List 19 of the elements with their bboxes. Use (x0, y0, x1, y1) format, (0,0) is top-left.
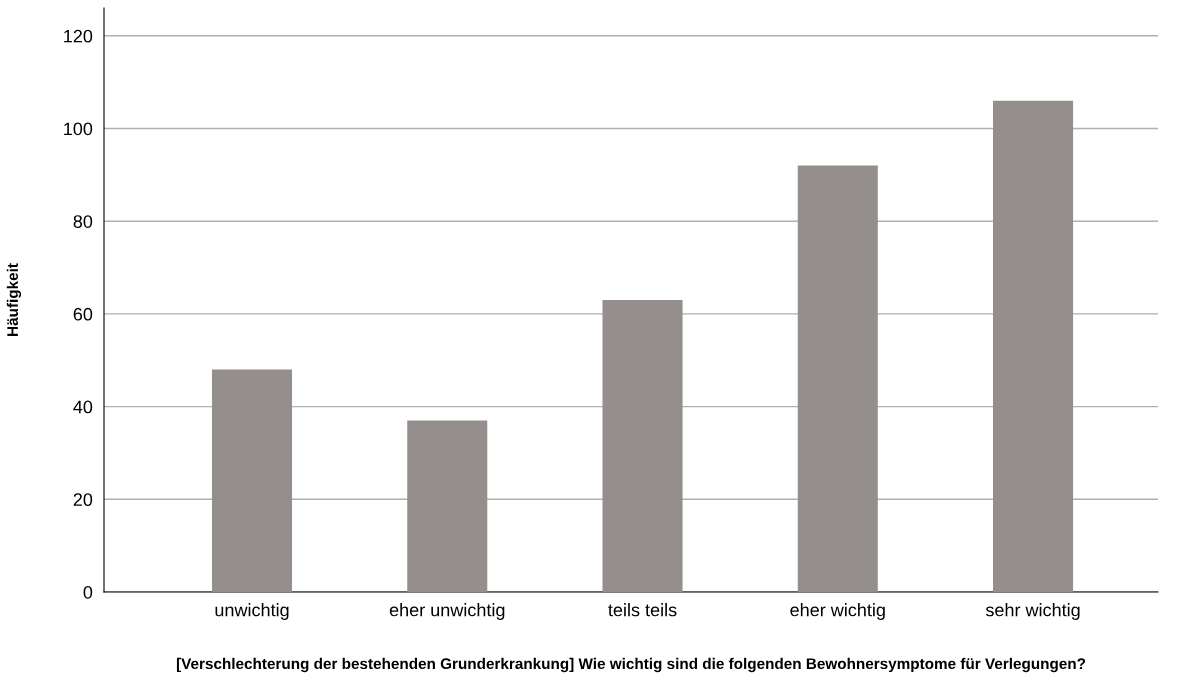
y-tick-label: 20 (73, 493, 93, 507)
x-tick-label: unwichtig (215, 603, 289, 620)
x-tick-label: teils teils (608, 603, 677, 617)
bar (797, 165, 878, 592)
y-tick-label: 40 (73, 400, 93, 414)
y-tick-label: 80 (73, 215, 93, 228)
x-tick-label: sehr wichtig (985, 603, 1080, 620)
y-tick-label: 120 (64, 29, 93, 43)
bar (602, 300, 683, 592)
y-tick-label: 0 (83, 585, 93, 599)
x-axis-title: [Verschlechterung der bestehenden Grunderkrankung] Wie wichtig sind die folgenden Bewohnersymptome für Verlegungen? (176, 657, 1086, 673)
bar (407, 420, 488, 592)
y-tick-label: 60 (73, 307, 93, 321)
x-tick-label: eher wichtig (790, 603, 885, 620)
y-axis-title: Häufigkeit (6, 263, 22, 336)
x-tick-label: eher unwichtig (389, 603, 505, 620)
bar (993, 100, 1074, 592)
bar (211, 369, 293, 592)
y-tick-label: 100 (64, 122, 93, 136)
